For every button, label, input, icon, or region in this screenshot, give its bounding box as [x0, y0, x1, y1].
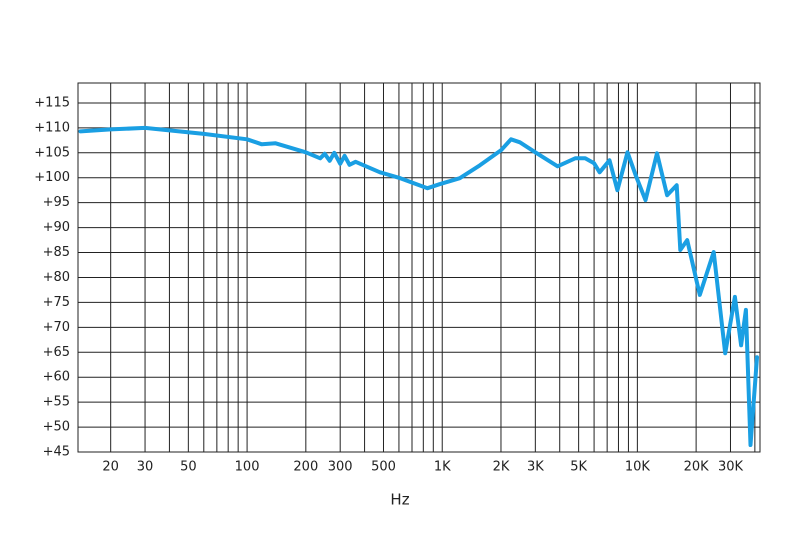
x-tick-label: 300: [328, 460, 353, 475]
y-tick-label: +80: [43, 270, 70, 285]
y-tick-label: +105: [34, 145, 70, 160]
response-line: [78, 125, 759, 447]
y-tick-label: +55: [43, 395, 70, 410]
x-tick-label: 3K: [527, 460, 544, 475]
x-tick-label: 30K: [718, 460, 744, 475]
x-tick-label: 10K: [625, 460, 651, 475]
x-tick-label: 30: [137, 460, 154, 475]
x-axis-label: Hz: [390, 491, 409, 509]
y-tick-label: +115: [34, 95, 70, 110]
plot-frame: [77, 82, 761, 453]
y-tick-label: +60: [43, 370, 70, 385]
x-tick-label: 50: [180, 460, 197, 475]
x-tick-label: 500: [371, 460, 396, 475]
y-tick-label: +70: [43, 320, 70, 335]
x-tick-label: 20K: [684, 460, 710, 475]
y-tick-label: +50: [43, 420, 70, 435]
x-tick-label: 5K: [570, 460, 587, 475]
y-tick-label: +90: [43, 220, 70, 235]
x-tick-label: 100: [235, 460, 260, 475]
x-tick-label: 2K: [493, 460, 510, 475]
y-tick-label: +45: [43, 445, 70, 460]
x-tick-label: 1K: [434, 460, 451, 475]
x-tick-label: 20: [102, 460, 119, 475]
y-tick-label: +95: [43, 195, 70, 210]
y-tick-label: +110: [34, 120, 70, 135]
x-tick-label: 200: [293, 460, 318, 475]
y-tick-label: +100: [34, 170, 70, 185]
y-tick-label: +75: [43, 295, 70, 310]
y-tick-label: +65: [43, 345, 70, 360]
y-tick-label: +85: [43, 245, 70, 260]
